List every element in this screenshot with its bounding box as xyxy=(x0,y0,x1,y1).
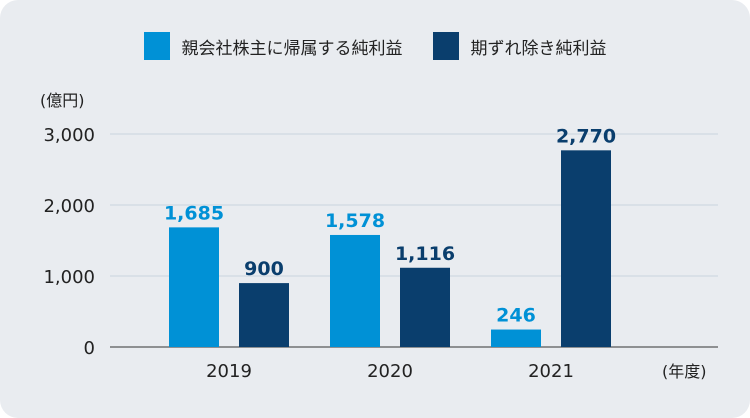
bar-2019-series-2 xyxy=(239,283,289,347)
y-tick-label: 1,000 xyxy=(43,267,95,288)
legend-label: 親会社株主に帰属する純利益 xyxy=(181,38,403,59)
x-tick-label: 2021 xyxy=(528,361,574,382)
data-label: 900 xyxy=(244,258,284,280)
y-tick-label: 2,000 xyxy=(43,196,95,217)
legend-swatch xyxy=(143,32,170,60)
bar-2021-series-1 xyxy=(491,329,541,347)
y-tick-label: 0 xyxy=(84,338,95,359)
bar-2020-series-1 xyxy=(330,234,380,347)
bar-2019-series-1 xyxy=(169,227,219,347)
legend-swatch xyxy=(432,32,459,60)
data-label: 1,685 xyxy=(164,202,224,224)
y-tick-label: 3,000 xyxy=(43,125,95,146)
data-label: 1,116 xyxy=(395,243,455,265)
legend-item-adjusted-net-income: 期ずれ除き純利益 xyxy=(432,32,607,60)
data-label: 1,578 xyxy=(325,210,385,232)
bar-2021-series-2 xyxy=(561,150,611,347)
legend-label: 期ずれ除き純利益 xyxy=(470,38,607,59)
data-label: 246 xyxy=(496,305,536,327)
x-tick-label: 2020 xyxy=(367,361,413,382)
data-label: 2,770 xyxy=(556,125,616,147)
y-unit-label: (億円) xyxy=(40,91,85,110)
bar-2020-series-2 xyxy=(400,267,450,347)
x-unit-label: (年度) xyxy=(662,362,707,381)
legend-item-parent-net-income: 親会社株主に帰属する純利益 xyxy=(143,32,403,60)
legend: 親会社株主に帰属する純利益 期ずれ除き純利益 xyxy=(0,32,750,60)
x-tick-label: 2019 xyxy=(206,361,252,382)
